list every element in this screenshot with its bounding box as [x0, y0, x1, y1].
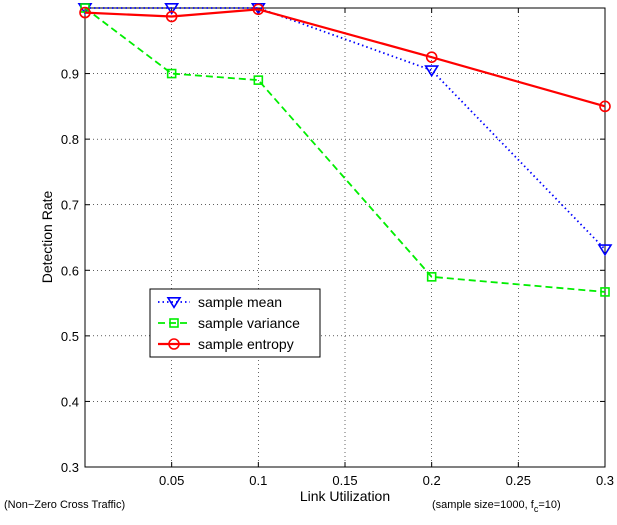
y-tick-label: 0.5	[61, 329, 79, 344]
right-note-suffix: =10)	[538, 499, 560, 511]
data-point	[79, 6, 91, 19]
axis-ticks: 0.05 0.1 0.15 0.2 0.25 0.3 0.3 0.4 0.5 0.6 0.7 0.8 0…	[61, 8, 614, 488]
data-point	[253, 75, 264, 85]
right-note: (sample size=1000, fc=10)	[432, 499, 561, 514]
data-point	[599, 100, 611, 113]
series-sample-variance	[80, 3, 610, 297]
data-point	[252, 3, 265, 16]
x-tick-label: 0.2	[423, 473, 441, 488]
legend-label: sample variance	[198, 315, 300, 331]
y-tick-label: 0.7	[61, 198, 79, 213]
legend-entry: sample entropy	[158, 336, 294, 352]
y-tick-label: 0.8	[61, 132, 79, 147]
data-point	[425, 51, 438, 63]
series-sample-mean	[77, 2, 613, 257]
x-tick-label: 0.05	[159, 473, 184, 488]
data-point	[426, 272, 437, 282]
x-tick-label: 0.3	[596, 473, 614, 488]
legend-label: sample entropy	[198, 336, 294, 352]
data-point	[165, 10, 178, 23]
legend-entry: sample variance	[158, 315, 300, 331]
data-point	[424, 65, 440, 78]
data-point	[169, 318, 179, 328]
right-note-subscript: c	[534, 504, 539, 514]
series-line	[84, 7, 606, 293]
right-note-prefix: (sample size=1000, f	[432, 499, 535, 511]
series-sample-entropy	[79, 3, 611, 113]
legend-entry: sample mean	[158, 294, 282, 310]
x-axis-label: Link Utilization	[300, 488, 390, 504]
series-line	[84, 8, 606, 108]
y-tick-label: 0.6	[61, 263, 79, 278]
legend-label: sample mean	[198, 294, 282, 310]
y-tick-label: 0.4	[61, 394, 79, 409]
y-tick-label: 0.3	[61, 460, 79, 475]
x-tick-label: 0.1	[249, 473, 267, 488]
legend-entries: sample mean sample variance sample entropy	[158, 294, 300, 352]
y-axis-label: Detection Rate	[39, 190, 55, 283]
data-point	[597, 244, 613, 257]
data-point	[166, 296, 182, 309]
data-point	[168, 338, 180, 350]
series-group	[77, 2, 613, 297]
y-tick-label: 0.9	[61, 67, 79, 82]
grid	[85, 8, 605, 467]
data-point	[166, 68, 177, 79]
data-point	[164, 2, 180, 15]
legend: sample mean sample variance sample entropy	[149, 288, 321, 358]
left-note: (Non−Zero Cross Traffic)	[4, 499, 125, 511]
data-point	[600, 287, 610, 297]
x-tick-label: 0.15	[332, 473, 357, 488]
x-tick-label: 0.25	[506, 473, 531, 488]
data-point	[80, 3, 90, 13]
